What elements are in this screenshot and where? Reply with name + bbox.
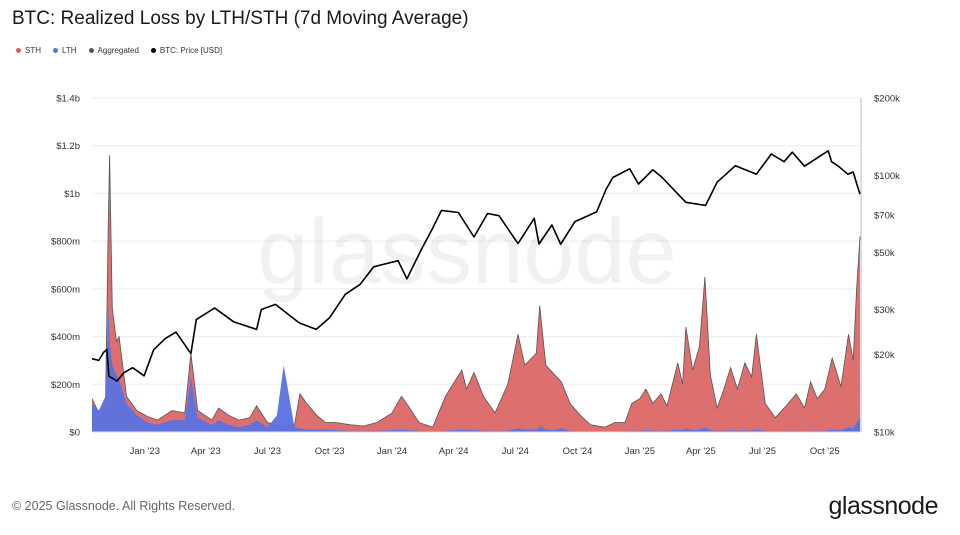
- x-tick-label: Jan '25: [625, 446, 655, 457]
- series-aggregated-line[interactable]: [91, 155, 861, 428]
- axis-layer: $0 $200m $400m $600m $800m $1b $1.2b $1.4b $10k $…: [51, 94, 900, 458]
- x-tick-label: Oct '25: [810, 446, 840, 457]
- x-tick-label: Apr '25: [686, 446, 716, 457]
- legend-dot-price: [150, 48, 156, 53]
- x-tick-label: Jul '24: [502, 446, 529, 457]
- x-tick-label: Apr '24: [439, 446, 469, 457]
- legend-dot-sth: [16, 48, 21, 53]
- legend-item-lth[interactable]: LTH: [53, 46, 77, 55]
- legend-label-aggregated: Aggregated: [97, 46, 139, 55]
- y-left-tick-label: $200m: [51, 380, 80, 391]
- legend-item-aggregated[interactable]: Aggregated: [88, 46, 139, 55]
- series-price-line[interactable]: [91, 150, 861, 382]
- legend-label-lth: LTH: [62, 46, 77, 55]
- x-tick-label: Jan '23: [130, 446, 160, 457]
- y-left-tick-label: $800m: [51, 237, 80, 248]
- x-tick-label: Oct '23: [315, 446, 345, 457]
- series-layer: [91, 150, 861, 433]
- chart-title: BTC: Realized Loss by LTH/STH (7d Moving…: [12, 8, 469, 29]
- legend-label-sth: STH: [25, 46, 41, 55]
- x-tick-label: Jul '23: [254, 446, 281, 457]
- y-left-tick-label: $0: [69, 428, 80, 439]
- y-left-tick-label: $600m: [51, 284, 80, 295]
- y-left-tick-label: $1.4b: [56, 94, 80, 105]
- y-left-tick-label: $400m: [51, 332, 80, 343]
- y-right-tick-label: $70k: [874, 211, 895, 222]
- y-right-tick-label: $50k: [874, 248, 895, 259]
- y-right-tick-label: $100k: [874, 171, 900, 182]
- footer-logo[interactable]: glassnode: [828, 492, 939, 520]
- y-right-tick-label: $30k: [874, 305, 895, 316]
- y-left-tick-label: $1b: [64, 189, 80, 200]
- watermark: glassnode: [257, 201, 676, 303]
- series-lth-area[interactable]: [92, 307, 860, 432]
- x-tick-label: Apr '23: [191, 446, 221, 457]
- footer-copyright: © 2025 Glassnode. All Rights Reserved.: [12, 499, 236, 513]
- legend-label-price: BTC: Price [USD]: [159, 46, 223, 55]
- chart-legend: STH LTH Aggregated BTC: Price [USD]: [16, 46, 222, 55]
- legend-item-price[interactable]: BTC: Price [USD]: [150, 46, 223, 55]
- legend-dot-aggregated: [88, 48, 94, 53]
- x-tick-label: Oct '24: [563, 446, 593, 457]
- y-right-tick-label: $10k: [874, 428, 895, 439]
- legend-dot-lth: [53, 48, 58, 53]
- y-right-tick-label: $20k: [874, 350, 895, 361]
- x-tick-label: Jul '25: [749, 446, 776, 457]
- y-right-tick-label: $200k: [874, 94, 900, 105]
- legend-item-sth[interactable]: STH: [16, 46, 41, 55]
- x-tick-label: Jan '24: [377, 446, 407, 457]
- y-left-tick-label: $1.2b: [56, 141, 80, 152]
